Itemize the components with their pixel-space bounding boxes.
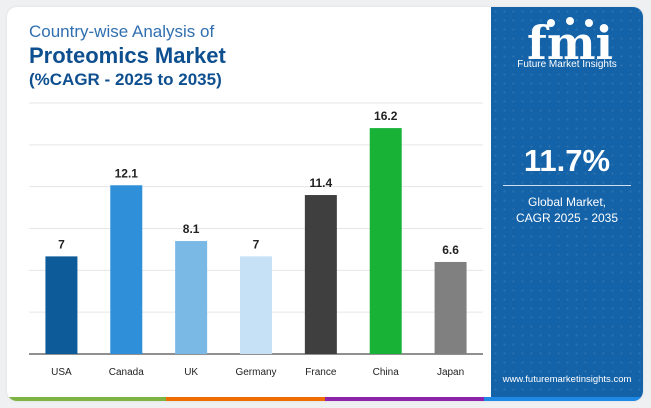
bar-france[interactable] bbox=[304, 195, 337, 354]
summary-panel: fmi Future Market Insights 11.7% Global … bbox=[491, 7, 643, 401]
footer-segment bbox=[7, 397, 166, 401]
caption-line-1: Global Market, bbox=[527, 195, 607, 209]
panel-texture bbox=[491, 7, 643, 401]
title-line-3: (%CAGR - 2025 to 2035) bbox=[29, 70, 222, 89]
category-label-france: France bbox=[305, 367, 337, 378]
bar-uk[interactable] bbox=[175, 241, 208, 354]
bar-japan[interactable] bbox=[434, 261, 467, 354]
chart-card: Country-wise Analysis of Proteomics Mark… bbox=[7, 7, 643, 401]
category-label-germany: Germany bbox=[235, 367, 276, 378]
value-label-canada: 12.1 bbox=[115, 166, 139, 180]
title-line-1: Country-wise Analysis of bbox=[29, 22, 215, 41]
value-label-france: 11.4 bbox=[310, 176, 333, 190]
title-block: Country-wise Analysis of Proteomics Mark… bbox=[29, 21, 226, 91]
logo-dot-icon bbox=[566, 17, 574, 25]
bar-usa[interactable] bbox=[45, 256, 78, 354]
footer-color-strip bbox=[7, 397, 643, 401]
global-cagr-value: 11.7% bbox=[523, 143, 611, 178]
logo-dot-icon bbox=[585, 19, 593, 27]
category-label-china: China bbox=[373, 367, 400, 378]
logo-company-name: Future Market Insights bbox=[517, 59, 617, 70]
title-line-2: Proteomics Market bbox=[29, 43, 226, 68]
value-label-china: 16.2 bbox=[374, 109, 398, 123]
bar-canada[interactable] bbox=[110, 185, 143, 354]
value-label-uk: 8.1 bbox=[183, 222, 200, 236]
category-label-uk: UK bbox=[184, 367, 198, 378]
website-link[interactable]: www.futuremarketinsights.com bbox=[502, 374, 632, 385]
value-label-germany: 7 bbox=[253, 237, 260, 251]
value-label-usa: 7 bbox=[58, 237, 65, 251]
bar-germany[interactable] bbox=[240, 256, 272, 354]
fmi-logo: fmi bbox=[527, 16, 613, 70]
footer-segment bbox=[484, 397, 643, 401]
category-label-canada: Canada bbox=[109, 367, 144, 378]
value-label-japan: 6.6 bbox=[442, 243, 459, 257]
caption-line-2: CAGR 2025 - 2035 bbox=[515, 211, 619, 225]
bar-china[interactable] bbox=[369, 128, 402, 354]
footer-segment bbox=[166, 397, 325, 401]
global-cagr-caption: Global Market, CAGR 2025 - 2035 bbox=[491, 194, 643, 226]
category-label-japan: Japan bbox=[437, 367, 464, 378]
logo-dot-icon bbox=[547, 19, 555, 27]
divider bbox=[503, 185, 631, 186]
bar-chart: 7 USA 12.1 Canada 8.1 UK 7 Germany 11.4 France 16.… bbox=[29, 102, 483, 378]
footer-segment bbox=[325, 397, 484, 401]
category-label-usa: USA bbox=[51, 367, 72, 378]
